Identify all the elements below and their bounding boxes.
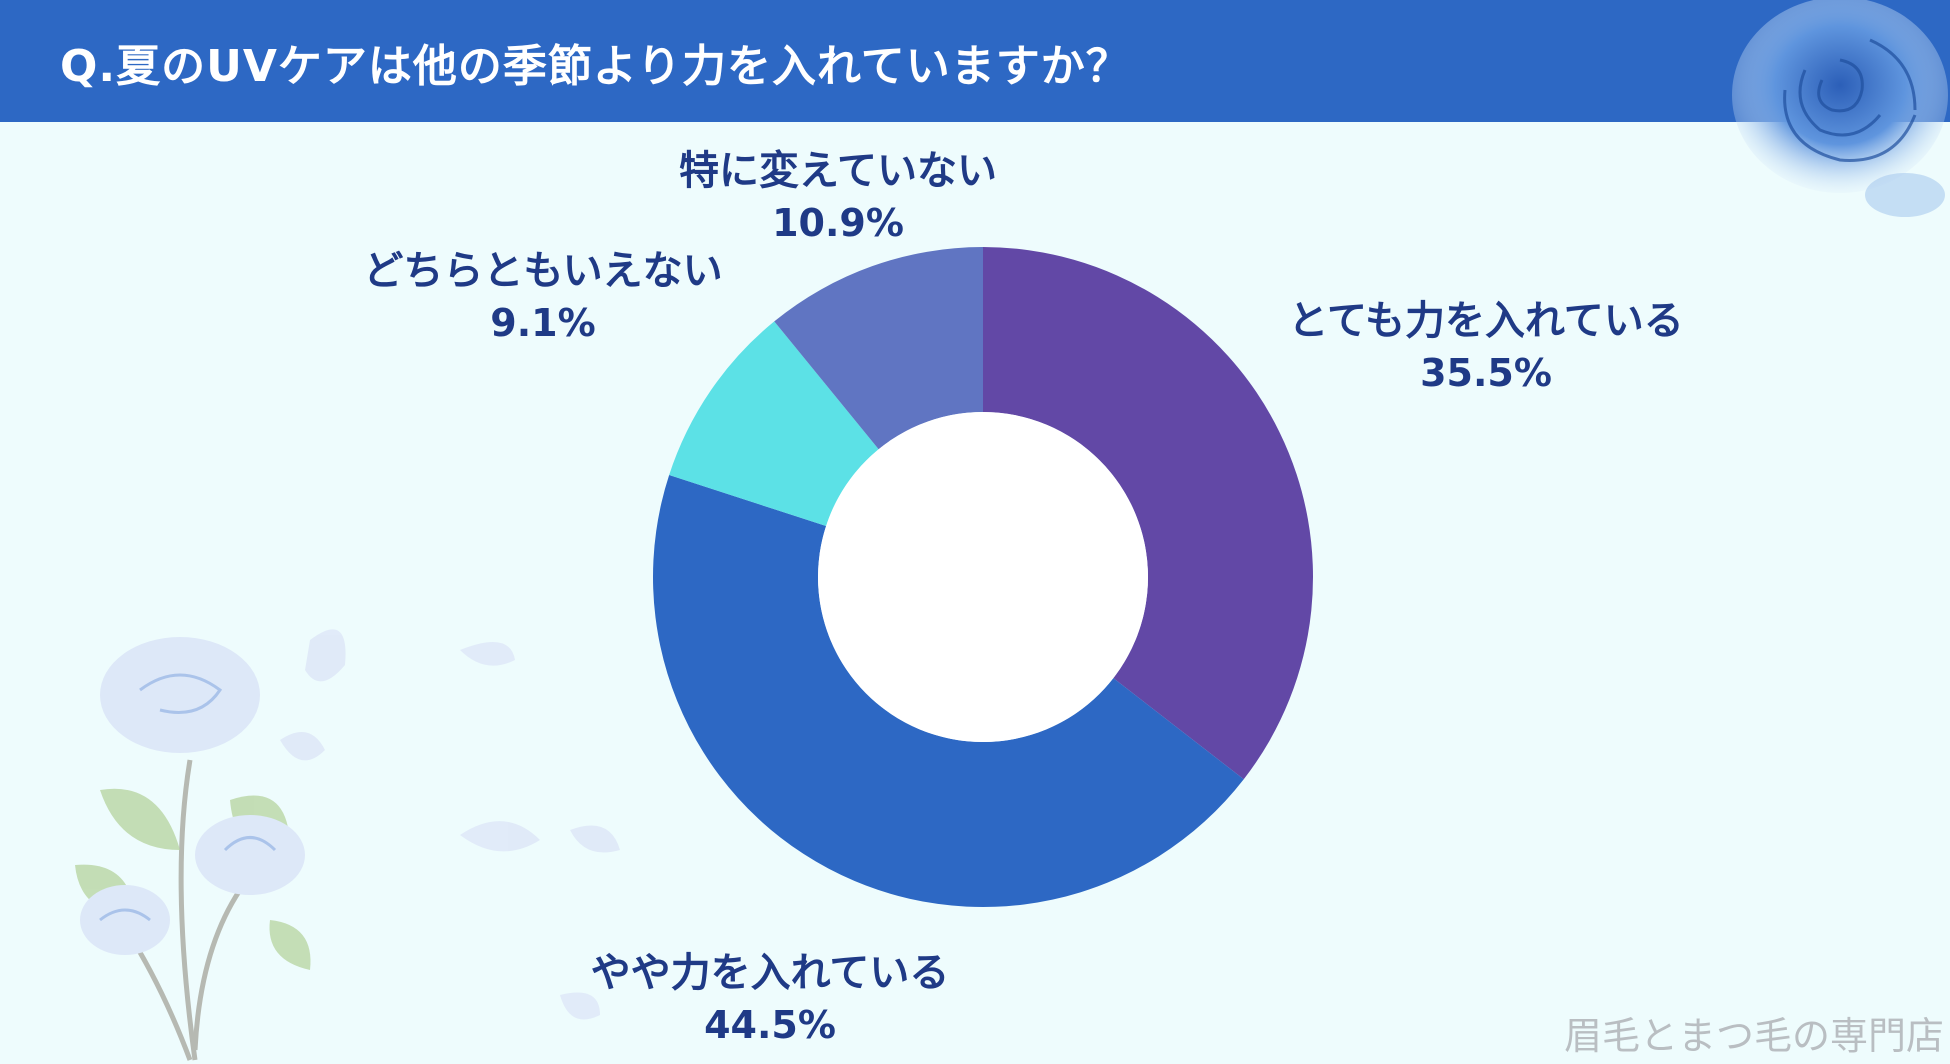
slice-label-4-category: 特に変えていない <box>679 148 997 194</box>
slice-label-1-value: 35.5% <box>1420 351 1552 395</box>
slice-label-2-category: やや力を入れている <box>590 950 950 996</box>
slice-label-2: やや力を入れている 44.5% <box>591 947 950 1051</box>
page-title: Q.夏のUVケアは他の季節より力を入れていますか？ <box>60 41 1131 92</box>
watermark-text: 眉毛とまつ毛の専門店 <box>1563 1014 1944 1058</box>
slice-label-1-category: とても力を入れている <box>1288 298 1684 344</box>
donut-slice-4 <box>774 247 983 450</box>
slice-label-3: どちらともいえない 9.1% <box>363 245 722 349</box>
slice-label-4: 特に変えていない 10.9% <box>679 145 997 249</box>
rose-illustration-icon <box>75 629 620 1061</box>
slice-label-3-value: 9.1% <box>490 301 596 345</box>
donut-slice-1 <box>983 247 1313 780</box>
slice-label-4-value: 10.9% <box>772 201 904 245</box>
slice-label-3-category: どちらともいえない <box>363 248 723 294</box>
donut-hole <box>818 412 1148 742</box>
slice-label-1: とても力を入れている 35.5% <box>1288 295 1684 399</box>
header-bar: Q.夏のUVケアは他の季節より力を入れていますか？ <box>0 0 1950 122</box>
donut-slice-3 <box>669 321 879 527</box>
donut-slice-2 <box>653 475 1244 907</box>
blue-rose-icon <box>1732 0 1948 217</box>
slice-label-2-value: 44.5% <box>704 1003 836 1047</box>
